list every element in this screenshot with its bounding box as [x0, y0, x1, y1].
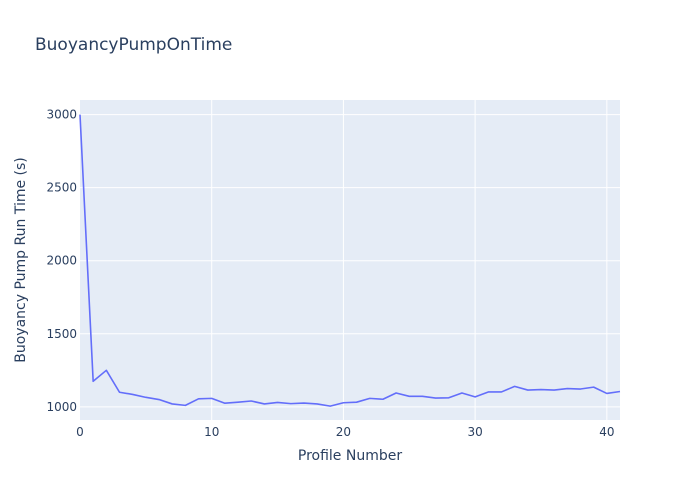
data-point — [408, 395, 410, 397]
data-point — [395, 392, 397, 394]
data-point — [382, 398, 384, 400]
data-point — [92, 380, 94, 382]
y-tick-label: 2000 — [46, 254, 77, 268]
plot-background — [80, 100, 620, 420]
chart-title: BuoyancyPumpOnTime — [35, 35, 232, 55]
data-point — [566, 388, 568, 390]
data-point — [158, 399, 160, 401]
data-point — [303, 402, 305, 404]
data-point — [132, 394, 134, 396]
y-tick-label: 3000 — [46, 108, 77, 122]
data-point — [356, 401, 358, 403]
data-point — [461, 392, 463, 394]
data-point — [553, 389, 555, 391]
data-point — [580, 388, 582, 390]
x-axis-label: Profile Number — [298, 448, 402, 464]
data-point — [487, 391, 489, 393]
data-point — [540, 389, 542, 391]
data-point — [501, 391, 503, 393]
data-point — [277, 402, 279, 404]
data-point — [329, 405, 331, 407]
data-point — [119, 391, 121, 393]
data-point — [448, 397, 450, 399]
y-tick-label: 1000 — [46, 400, 77, 414]
data-point — [514, 385, 516, 387]
data-point — [606, 393, 608, 395]
grid — [80, 100, 620, 420]
data-point — [224, 402, 226, 404]
data-point — [171, 403, 173, 405]
data-point — [593, 386, 595, 388]
x-tick-label: 20 — [336, 425, 351, 439]
data-point — [316, 403, 318, 405]
data-point — [369, 397, 371, 399]
data-point — [474, 396, 476, 398]
data-point — [290, 403, 292, 405]
data-point — [105, 369, 107, 371]
series-layer — [79, 114, 621, 407]
x-tick-label: 10 — [204, 425, 219, 439]
data-point — [211, 397, 213, 399]
data-point — [343, 402, 345, 404]
x-tick-label: 40 — [599, 425, 614, 439]
data-point — [422, 395, 424, 397]
data-point — [527, 389, 529, 391]
y-tick-labels: 1000 1500 2000 2500 3000 — [46, 108, 77, 414]
data-point — [198, 398, 200, 400]
y-axis-label: Buoyancy Pump Run Time (s) — [13, 157, 29, 362]
y-tick-label: 1500 — [46, 327, 77, 341]
data-point — [619, 391, 621, 393]
data-point — [250, 400, 252, 402]
y-tick-label: 2500 — [46, 181, 77, 195]
series-line — [79, 114, 621, 407]
x-tick-label: 0 — [76, 425, 84, 439]
data-point — [237, 401, 239, 403]
data-point — [79, 114, 81, 116]
data-point — [435, 397, 437, 399]
x-tick-labels: 0 10 20 30 40 — [76, 425, 614, 439]
data-point — [263, 403, 265, 405]
data-point — [145, 396, 147, 398]
x-tick-label: 30 — [467, 425, 482, 439]
data-point — [184, 404, 186, 406]
